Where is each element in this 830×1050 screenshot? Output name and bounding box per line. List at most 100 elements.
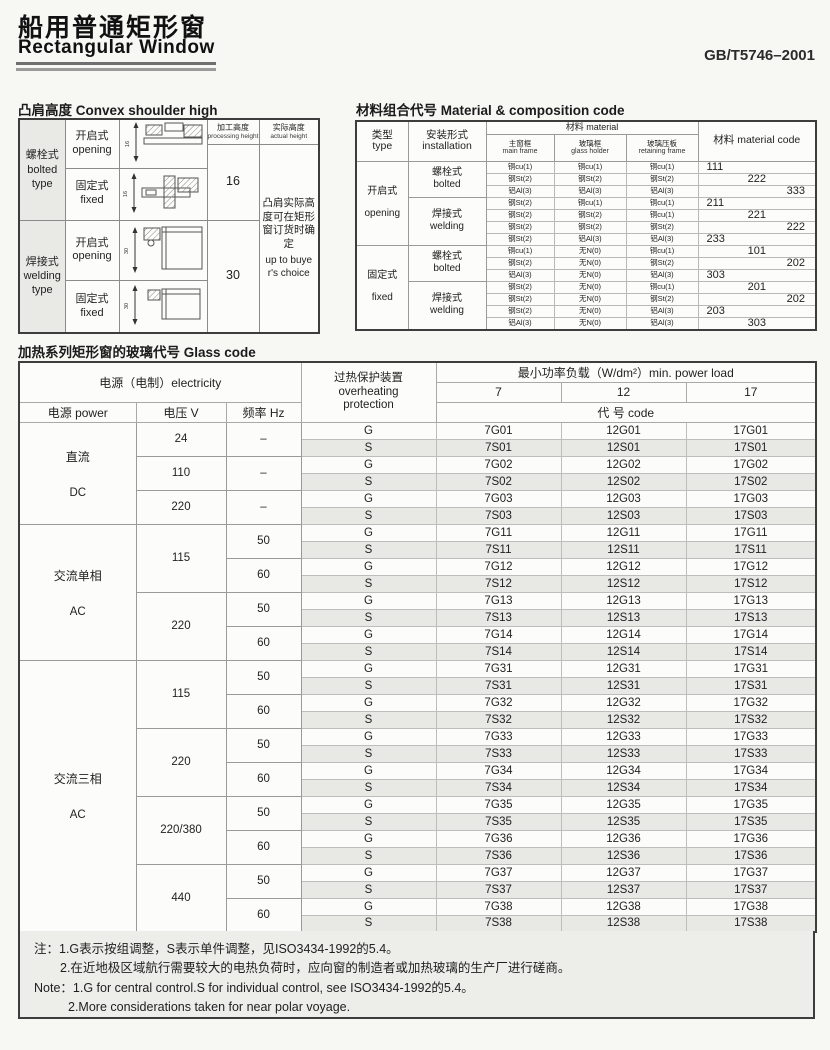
material-row: 钢St(2) 无N(0) 钢St(2) 202	[356, 292, 817, 306]
install-group-en: welding	[430, 305, 464, 316]
material-code-value: 233	[697, 232, 817, 246]
glass-code-row: S 7S02 12S02 17S02	[19, 472, 817, 491]
glass-holder-material: 钢St(2)	[553, 220, 627, 234]
open-fixed-cell: 固定式 fixed	[64, 280, 120, 334]
voltage-cell: 110	[135, 455, 227, 491]
power-group-cell: 交流单相 AC	[18, 523, 137, 661]
type-group-en: fixed	[371, 292, 393, 303]
retaining-frame-material: 铝Al(3)	[625, 316, 699, 330]
protection-type-cell: S	[300, 812, 437, 831]
protection-type-cell: S	[300, 846, 437, 865]
actual-header-en: actual height	[270, 132, 308, 140]
code-12-cell: 12G03	[560, 489, 687, 508]
type-en: type	[31, 177, 53, 190]
type-group-cn: 开启式	[367, 186, 398, 197]
code-12-cell: 12G12	[560, 557, 687, 576]
load-17-header: 17	[685, 381, 817, 403]
code-7-cell: 7S36	[435, 846, 562, 865]
protection-type-cell: G	[300, 455, 437, 474]
glass-code-row: S 7S11 12S11 17S11	[19, 540, 817, 559]
col-code-header: 材料 material code	[697, 120, 817, 162]
freq-col-header: 频率 Hz	[225, 401, 302, 423]
main-frame-material: 铜cu(1)	[485, 244, 555, 258]
retaining-frame-material: 铜cu(1)	[625, 208, 699, 222]
code-12-cell: 12S33	[560, 744, 687, 763]
glass-holder-material: 铜cu(1)	[553, 160, 627, 174]
type-group-bolted: 螺栓式 bolted type	[18, 118, 66, 221]
open-fixed-cell: 固定式 fixed	[64, 167, 120, 221]
protection-type-cell: S	[300, 710, 437, 729]
material-code-value: 333	[697, 184, 817, 198]
convex-section-title: 凸肩高度 Convex shoulder high	[18, 103, 218, 118]
glass-holder-material: 无N(0)	[553, 244, 627, 258]
col-type-header: 类型 type	[355, 120, 409, 162]
material-row: 焊接式 welding 钢St(2) 无N(0) 铜cu(1) 201	[356, 280, 817, 330]
actual-note-en: up to buyer's choice	[265, 254, 313, 279]
code-17-cell: 17S32	[685, 710, 817, 729]
code-12-cell: 12G36	[560, 829, 687, 848]
retaining-frame-material: 铜cu(1)	[625, 244, 699, 258]
material-row: 钢St(2) 钢St(2) 钢St(2) 222	[356, 220, 817, 234]
col-retaining-en: retaining frame	[638, 147, 686, 155]
frequency-cell: 60	[225, 693, 302, 729]
main-frame-material: 钢St(2)	[485, 220, 555, 234]
col-holder-en: glass holder	[571, 147, 609, 155]
open-fixed-cell: 开启式 opening	[64, 219, 120, 282]
col-material-header: 材料 material	[485, 120, 699, 135]
glass-holder-material: 无N(0)	[553, 256, 627, 270]
code-12-cell: 12G01	[560, 421, 687, 440]
title-rule	[16, 62, 216, 71]
code-7-cell: 7S02	[435, 472, 562, 491]
main-frame-material: 钢St(2)	[485, 196, 555, 210]
code-17-cell: 17S33	[685, 744, 817, 763]
code-17-cell: 17S31	[685, 676, 817, 695]
protection-type-cell: G	[300, 489, 437, 508]
voltage-cell: 440	[135, 863, 227, 933]
convex-shoulder-table: 螺栓式 bolted type 开启式 opening	[18, 118, 320, 334]
protection-type-cell: S	[300, 506, 437, 525]
frequency-cell: 50	[225, 659, 302, 695]
actual-header-cn: 实际高度	[272, 122, 305, 132]
code-17-cell: 17G01	[685, 421, 817, 440]
type-en: type	[31, 284, 53, 297]
electricity-header: 电源（电制）electricity	[18, 361, 302, 403]
code-17-cell: 17G36	[685, 829, 817, 848]
code-17-cell: 17G33	[685, 727, 817, 746]
glass-code-row: 440 50 G 7G37 12G37 17G37	[19, 863, 817, 933]
frequency-cell: 50	[225, 727, 302, 763]
code-7-cell: 7G37	[435, 863, 562, 882]
protection-type-cell: S	[300, 540, 437, 559]
code-7-cell: 7G35	[435, 795, 562, 814]
code-17-cell: 17S13	[685, 608, 817, 627]
protection-type-cell: G	[300, 625, 437, 644]
code-7-cell: 7G38	[435, 897, 562, 916]
install-group-en: bolted	[433, 179, 461, 190]
main-frame-material: 铜cu(1)	[485, 160, 555, 174]
open-fixed-cn: 固定式	[75, 292, 109, 305]
code-17-cell: 17G03	[685, 489, 817, 508]
power-group-cn: 直流	[65, 449, 90, 464]
code-17-cell: 17G11	[685, 523, 817, 542]
protection-type-cell: G	[300, 557, 437, 576]
col-install-cn: 安装形式	[426, 128, 468, 141]
voltage-cell: 220/380	[135, 795, 227, 865]
power-group-en: AC	[69, 605, 86, 618]
frequency-cell: 50	[225, 863, 302, 899]
type-group-welding: 焊接式 welding type	[18, 219, 66, 334]
retaining-frame-material: 铝Al(3)	[625, 232, 699, 246]
code-17-cell: 17S36	[685, 846, 817, 865]
protection-type-cell: S	[300, 778, 437, 797]
install-group-cell: 焊接式 welding	[407, 280, 487, 330]
material-row: 固定式 fixed 螺栓式 bolted 铜cu(1) 无N(0) 铜cu(1) 101	[355, 244, 817, 330]
code-12-cell: 12G14	[560, 625, 687, 644]
material-code-value: 203	[697, 304, 817, 318]
main-frame-material: 铝Al(3)	[485, 184, 555, 198]
retaining-frame-material: 铜cu(1)	[625, 196, 699, 210]
frequency-cell: –	[225, 455, 302, 491]
protection-type-cell: S	[300, 744, 437, 763]
glass-code-row: S 7S12 12S12 17S12	[19, 574, 817, 593]
install-group-cn: 焊接式	[432, 209, 462, 220]
protection-type-cell: G	[300, 727, 437, 746]
glass-code-row: S 7S32 12S32 17S32	[19, 710, 817, 729]
